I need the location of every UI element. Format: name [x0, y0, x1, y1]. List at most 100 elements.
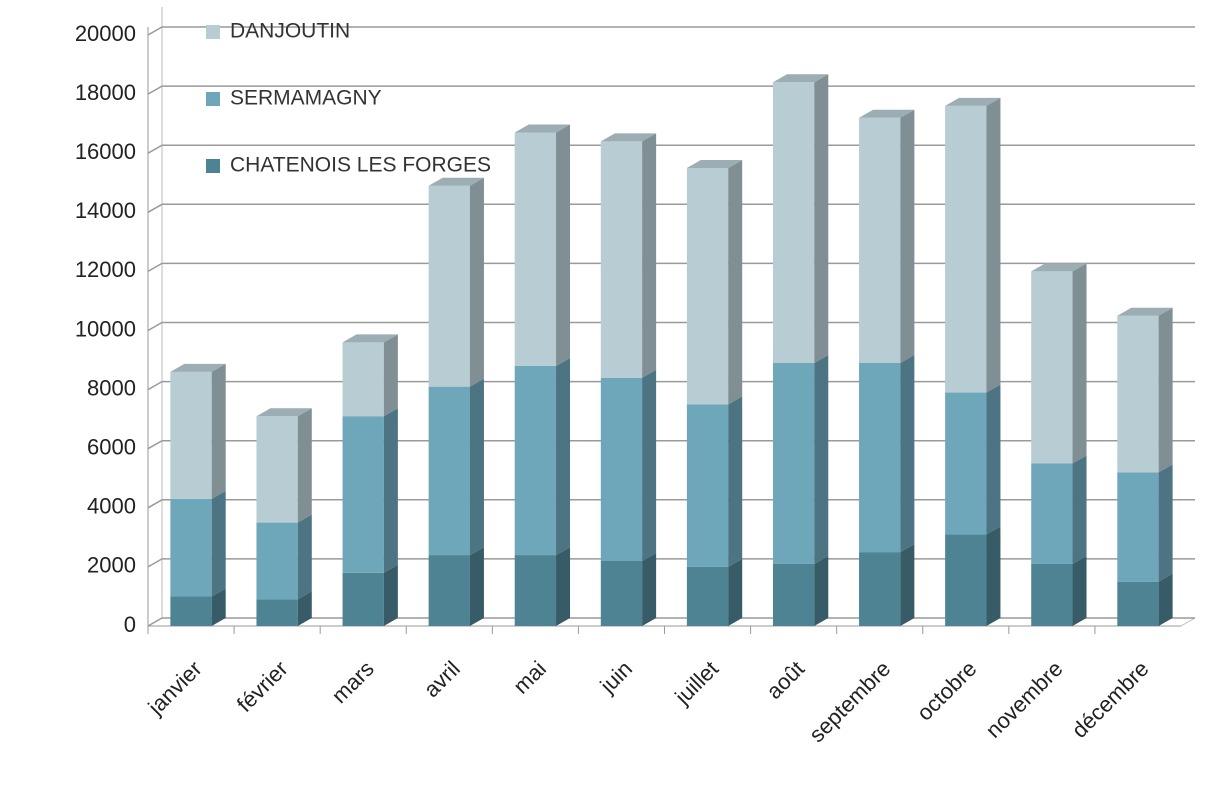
legend-label: DANJOUTIN	[230, 20, 350, 43]
bar-side	[986, 97, 1001, 393]
bar-front	[170, 498, 212, 597]
bar-side	[814, 355, 829, 564]
bar	[428, 378, 484, 556]
bar	[170, 490, 226, 597]
bar	[256, 514, 312, 600]
bar	[945, 97, 1001, 393]
bar	[514, 124, 571, 366]
bar	[1031, 263, 1087, 464]
grid-line	[147, 380, 1195, 391]
x-tick-label: mai	[508, 656, 551, 699]
bar-side	[1158, 307, 1173, 473]
bar-side	[1072, 263, 1087, 464]
bar-side	[1158, 464, 1173, 582]
bar	[256, 408, 312, 523]
bar-top	[945, 97, 1001, 106]
bar-side	[211, 588, 226, 626]
bar-front	[256, 599, 298, 626]
x-tick-label: janvier	[142, 656, 206, 720]
bar-front	[600, 141, 643, 378]
bar-top	[686, 159, 743, 168]
grid-line	[147, 203, 1195, 213]
bar-front	[1117, 315, 1159, 473]
bar-front	[342, 572, 384, 626]
bar	[428, 547, 484, 626]
bar-front	[686, 404, 729, 567]
bar	[686, 558, 743, 626]
y-tick-label: 14000	[75, 198, 136, 223]
bar-front	[945, 105, 987, 393]
x-tick-label: avril	[419, 656, 465, 702]
bar-front	[945, 392, 987, 535]
bar-side	[556, 357, 571, 556]
grid-line	[147, 439, 1195, 450]
grid-line	[147, 321, 1195, 332]
bar-side	[814, 74, 829, 364]
y-tick-label: 12000	[75, 257, 136, 282]
bar	[342, 334, 398, 417]
bar-front	[1117, 581, 1159, 626]
bar	[600, 369, 657, 561]
bar-front	[514, 365, 557, 556]
bar-top	[170, 363, 226, 372]
bar-front	[1031, 271, 1073, 464]
bar-front	[686, 566, 729, 626]
bar-side	[1072, 555, 1087, 626]
bar	[772, 74, 829, 364]
bar-side	[642, 369, 657, 561]
bar-top	[772, 74, 829, 83]
bar-front	[859, 363, 901, 553]
bar	[1117, 307, 1173, 473]
bar-front	[1117, 472, 1159, 582]
bar-front	[772, 563, 815, 626]
bar	[859, 355, 915, 553]
bar-top	[342, 334, 398, 343]
bar	[1031, 555, 1087, 626]
bar-front	[514, 555, 557, 626]
bar-front	[514, 132, 557, 366]
bar	[772, 355, 829, 564]
y-tick-label: 18000	[75, 80, 136, 105]
bar-side	[556, 547, 571, 626]
bar-side	[297, 408, 312, 523]
y-tick-label: 10000	[75, 316, 136, 341]
bar-side	[986, 526, 1001, 626]
bar-front	[1031, 463, 1073, 564]
legend-label: SERMAMAGNY	[230, 87, 382, 110]
bar-top	[859, 109, 915, 118]
bar	[1117, 573, 1173, 626]
y-tick-label: 2000	[87, 553, 136, 578]
bar	[1117, 464, 1173, 582]
x-tick-label: mars	[327, 656, 379, 708]
bar-side	[383, 334, 398, 417]
bar	[859, 109, 915, 364]
grid-line	[147, 85, 1195, 95]
bar-side	[986, 384, 1001, 535]
grid-line	[147, 558, 1195, 568]
bar-front	[859, 552, 901, 626]
bar	[772, 555, 829, 626]
bar-front	[342, 416, 384, 573]
bar-front	[170, 596, 212, 626]
bar-front	[256, 522, 298, 600]
y-tick-label: 16000	[75, 139, 136, 164]
bar-side	[469, 177, 484, 387]
legend-swatch	[206, 159, 220, 173]
bar-side	[211, 490, 226, 597]
bar-front	[772, 82, 815, 364]
bar-front	[600, 377, 643, 561]
bar-side	[211, 363, 226, 499]
bar	[514, 547, 571, 626]
grid-line	[147, 144, 1195, 154]
bar-side	[383, 564, 398, 626]
bar	[342, 408, 398, 573]
bar-front	[1031, 563, 1073, 626]
grid-line	[147, 617, 1195, 627]
grid-line	[147, 26, 1195, 36]
axis-line	[1180, 617, 1196, 627]
y-tick-label: 20000	[75, 21, 136, 46]
x-tick-label: juin	[595, 656, 638, 699]
bar-front	[428, 555, 470, 626]
bar	[342, 564, 398, 626]
